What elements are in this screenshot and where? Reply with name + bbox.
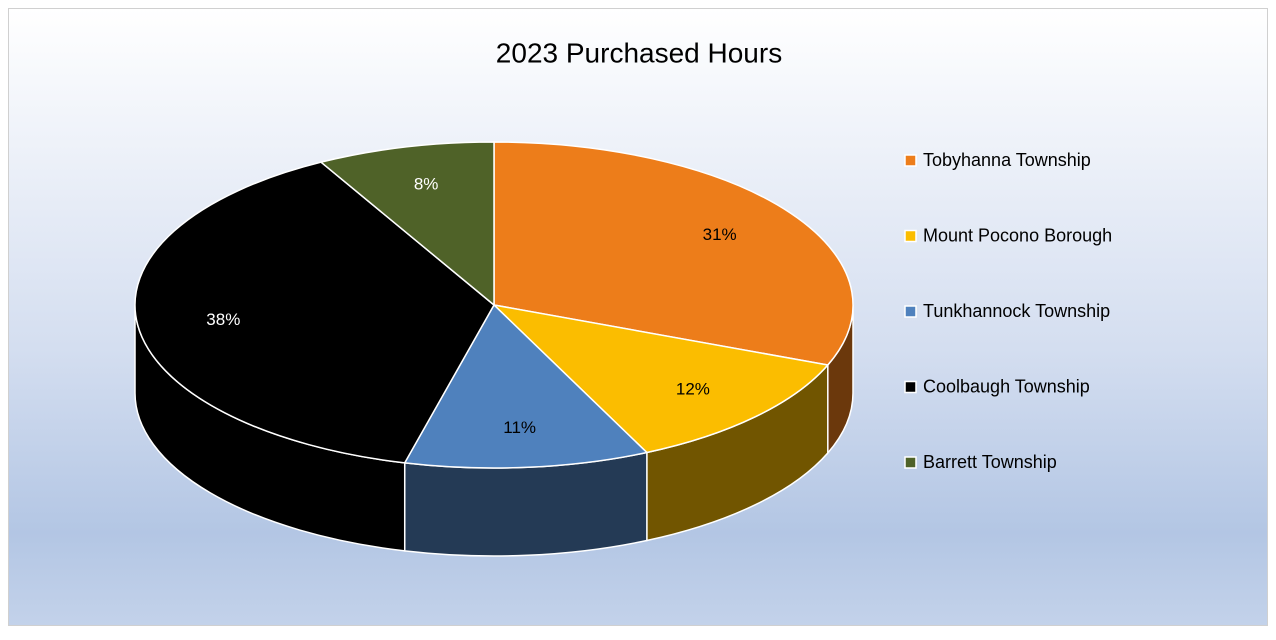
data-label: 31% (703, 225, 737, 244)
data-label: 8% (414, 174, 439, 193)
legend-label: Barrett Township (923, 452, 1057, 472)
legend-swatch (904, 154, 917, 167)
pie-slice (319, 141, 495, 307)
legend: Tobyhanna Township Mount Pocono Borough Tu… (904, 150, 1112, 472)
legend-label: Mount Pocono Borough (923, 225, 1112, 245)
legend-swatch (904, 305, 917, 318)
pie-slice (403, 303, 649, 469)
pie-slice (493, 141, 854, 366)
legend-swatch (904, 456, 917, 469)
legend-label: Tunkhannock Township (923, 301, 1110, 321)
pie-slice (134, 161, 495, 464)
legend-swatch (904, 229, 917, 243)
pie-slice (491, 303, 830, 454)
legend-label: Tobyhanna Township (923, 150, 1091, 170)
legend-swatch (904, 380, 917, 394)
chart-title: 2023 Purchased Hours (496, 37, 782, 68)
legend-label: Coolbaugh Township (923, 376, 1090, 396)
data-label: 12% (676, 379, 710, 398)
data-label: 11% (503, 418, 536, 437)
pie: 31% 12% 11% 38% 8% (134, 141, 854, 557)
data-label: 38% (206, 310, 240, 329)
